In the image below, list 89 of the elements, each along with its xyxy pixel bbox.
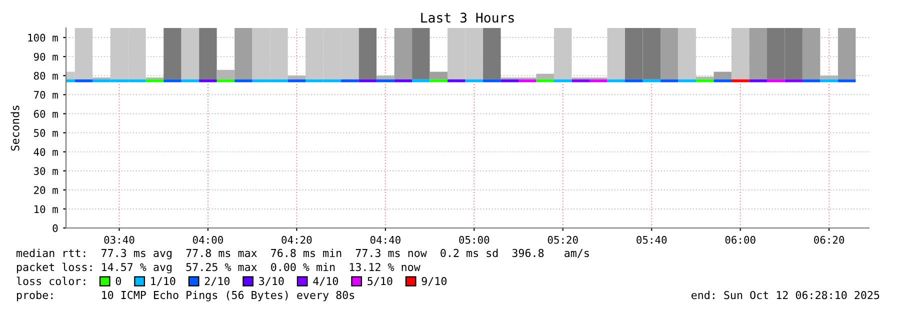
bar bbox=[731, 28, 750, 80]
bar bbox=[465, 79, 484, 82]
bar bbox=[766, 79, 785, 82]
bar bbox=[412, 28, 430, 80]
bar bbox=[288, 79, 306, 82]
x-tick-label: 03:40 bbox=[104, 236, 134, 244]
text: median rtt: 77.3 ms avg 77.8 ms max 76.8 ms min 77.3 ms now 0.2 ms sd 396.8 am/s bbox=[16, 248, 589, 260]
y-tick-label: 70 m bbox=[34, 90, 58, 99]
y-tick-label: 30 m bbox=[34, 167, 58, 175]
bar bbox=[660, 79, 678, 82]
y-tick-label: 20 m bbox=[34, 186, 58, 194]
bar bbox=[802, 79, 820, 82]
y-tick-label: 60 m bbox=[34, 110, 58, 118]
bar bbox=[483, 79, 501, 82]
bar bbox=[394, 28, 412, 80]
bar bbox=[181, 28, 200, 80]
bar bbox=[678, 28, 696, 80]
x-tick-label: 04:00 bbox=[192, 236, 223, 244]
bar bbox=[607, 79, 625, 82]
y-axis-title: Seconds bbox=[10, 106, 20, 151]
bar bbox=[607, 28, 625, 80]
legend-label: 5/10 bbox=[368, 276, 392, 286]
bar bbox=[358, 79, 377, 82]
bar bbox=[234, 79, 252, 82]
legend-label: 3/10 bbox=[259, 276, 284, 286]
bar bbox=[430, 79, 448, 82]
bar bbox=[625, 79, 643, 82]
chart-title: Last 3 Hours bbox=[421, 12, 514, 23]
text: end: Sun Oct 12 06:28:10 2025 bbox=[692, 290, 880, 300]
legend-label: 4/10 bbox=[313, 276, 338, 286]
bar bbox=[731, 79, 750, 82]
y-tick-label: 80 m bbox=[34, 72, 58, 80]
bar bbox=[216, 79, 235, 82]
bar bbox=[554, 79, 572, 82]
x-tick-label: 06:00 bbox=[725, 236, 756, 244]
bar bbox=[572, 79, 590, 82]
bar bbox=[164, 28, 182, 80]
bar bbox=[820, 79, 838, 82]
bar bbox=[678, 79, 696, 82]
text: probe: 10 ICMP Echo Pings (56 Bytes) every 80s bbox=[17, 290, 354, 302]
bar bbox=[181, 79, 200, 82]
bar bbox=[518, 79, 536, 82]
bar bbox=[838, 79, 856, 82]
bar bbox=[412, 79, 430, 82]
bar bbox=[430, 72, 448, 80]
x-tick-label: 06:20 bbox=[814, 236, 844, 244]
y-tick-label: 0 bbox=[52, 224, 58, 232]
y-tick-label: 10 m bbox=[34, 205, 58, 214]
bar bbox=[784, 79, 802, 82]
bar bbox=[749, 79, 767, 82]
bar bbox=[696, 79, 714, 82]
x-tick-label: 04:20 bbox=[282, 236, 312, 244]
y-tick-label: 50 m bbox=[34, 129, 58, 137]
x-tick-label: 05:40 bbox=[636, 236, 667, 244]
bar bbox=[483, 28, 501, 80]
bar bbox=[199, 79, 217, 82]
bar bbox=[642, 79, 660, 82]
y-tick-label: 40 m bbox=[34, 148, 58, 156]
bar bbox=[216, 70, 235, 80]
legend-label: 2/10 bbox=[204, 276, 230, 286]
text: packet loss: 14.57 % avg 57.25 % max 0.00 % min 13.12 % now bbox=[17, 262, 420, 274]
legend-label: 0 bbox=[116, 276, 121, 286]
bar bbox=[448, 79, 466, 82]
bar bbox=[358, 28, 377, 80]
bar bbox=[341, 79, 359, 82]
bar bbox=[660, 28, 678, 80]
bar bbox=[199, 28, 217, 80]
x-tick-label: 05:00 bbox=[459, 236, 490, 244]
bar bbox=[234, 28, 252, 80]
bar bbox=[838, 28, 856, 80]
bar bbox=[500, 79, 519, 82]
x-tick-label: 05:20 bbox=[548, 236, 578, 244]
y-tick-label: 90 m bbox=[34, 52, 58, 61]
bar bbox=[714, 72, 732, 80]
legend-title: loss color: bbox=[16, 276, 86, 286]
bar bbox=[164, 79, 182, 82]
bar bbox=[802, 28, 820, 80]
bar bbox=[146, 79, 164, 82]
y-tick-label: 100 m bbox=[28, 34, 58, 42]
bar bbox=[590, 79, 608, 82]
legend-label: 9/10 bbox=[422, 276, 447, 286]
x-tick-label: 04:40 bbox=[370, 236, 400, 244]
bar bbox=[376, 79, 394, 82]
bar bbox=[554, 28, 572, 80]
bar bbox=[394, 79, 412, 82]
legend-label: 1/10 bbox=[151, 276, 176, 286]
bar bbox=[714, 79, 732, 82]
bar bbox=[536, 79, 554, 82]
bar bbox=[749, 28, 767, 80]
